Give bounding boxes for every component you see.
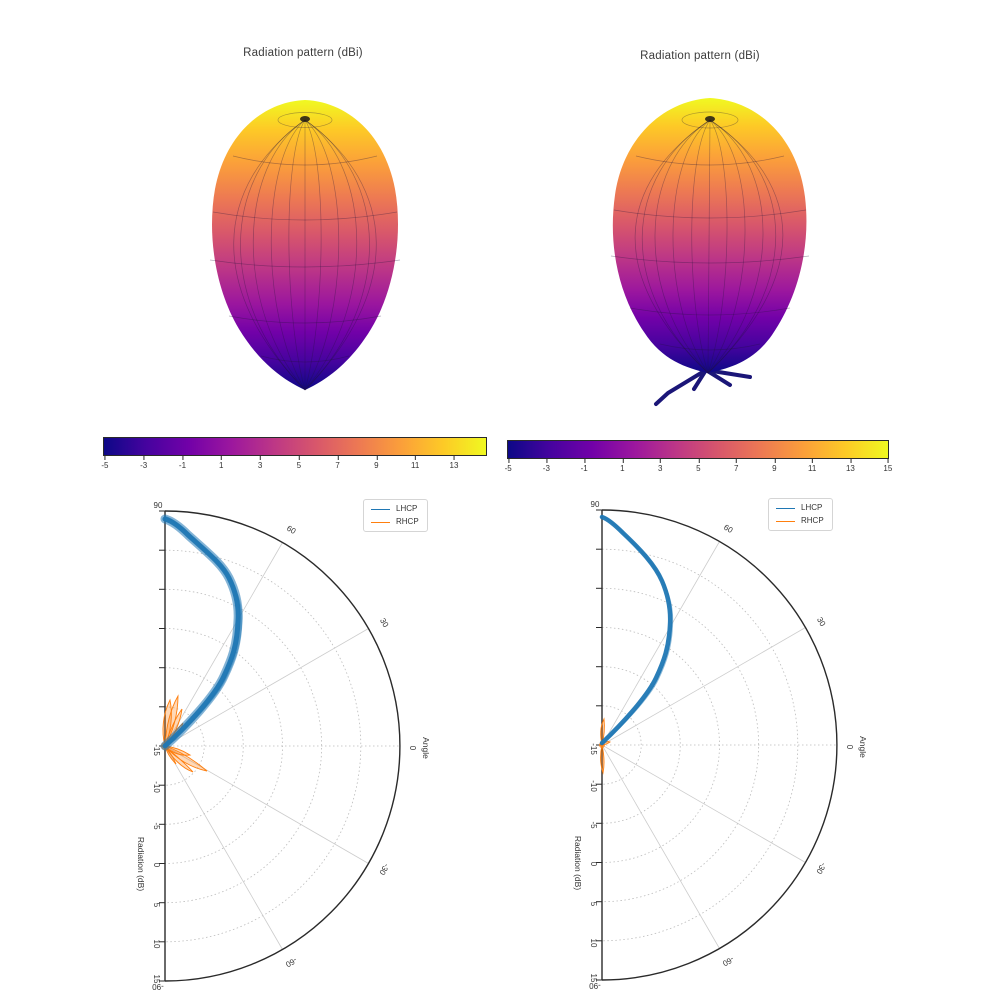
svg-text:90: 90 — [154, 501, 163, 510]
lhcp-line-sample — [371, 508, 390, 510]
colorbar-tick-label: 13 — [845, 459, 855, 473]
svg-text:30: 30 — [815, 616, 828, 629]
svg-text:0: 0 — [152, 863, 161, 868]
balloon-top-pole-dot — [300, 116, 310, 122]
balloon-mesh — [209, 112, 401, 391]
svg-text:0: 0 — [845, 745, 854, 750]
rhcp-lobes — [599, 717, 612, 775]
colorbar-tick-label: -5 — [504, 459, 512, 473]
colorbar-ticks: -5 -3 -1 1 3 5 7 9 11 13 15 — [505, 440, 892, 473]
legend-left: LHCP RHCP — [363, 499, 428, 532]
svg-text:-15: -15 — [152, 744, 161, 756]
colorbar-tick-label: 9 — [374, 456, 379, 470]
svg-text:90: 90 — [591, 500, 600, 509]
colorbar-tick-label: -3 — [140, 456, 148, 470]
polar-plot-left: 90 60 30 0 -30 -60 -90 -15 -10 -5 0 5 10… — [136, 501, 431, 991]
colorbar-tick-label: 3 — [657, 459, 663, 473]
legend-entry-lhcp: LHCP — [776, 504, 824, 512]
colorbar-tick-label: 11 — [808, 459, 817, 473]
svg-text:-5: -5 — [152, 822, 161, 830]
colorbar-ticks: -5 -3 -1 1 3 5 7 9 11 13 — [101, 437, 487, 470]
svg-text:10: 10 — [152, 940, 161, 949]
svg-text:-5: -5 — [589, 821, 598, 829]
svg-text:-60: -60 — [721, 954, 736, 968]
polar-xlabel: Angle — [858, 736, 868, 758]
lhcp-curve — [599, 514, 674, 746]
colorbar-tick-label: 9 — [772, 459, 777, 473]
balloon-top-pole-dot — [705, 116, 715, 122]
balloon-mesh — [610, 111, 810, 374]
balloon-surface — [612, 98, 807, 373]
polar-axis-ticks — [159, 510, 165, 982]
svg-text:5: 5 — [589, 902, 598, 907]
colorbar-tick-label: 1 — [219, 456, 224, 470]
svg-text:10: 10 — [589, 939, 598, 948]
svg-text:-90: -90 — [589, 981, 601, 990]
radiation-balloon-3d-right — [610, 98, 810, 406]
svg-text:60: 60 — [722, 523, 735, 536]
radiation-balloon-3d-left — [209, 100, 401, 391]
rhcp-line-sample — [776, 520, 795, 522]
polar-axis-ticks — [596, 509, 602, 981]
polar-plot-right: 90 60 30 0 -30 -60 -90 -15 -10 -5 0 5 10… — [573, 500, 868, 990]
svg-text:30: 30 — [378, 617, 391, 630]
svg-text:5: 5 — [152, 903, 161, 908]
legend-label: LHCP — [396, 504, 418, 513]
colorbar-tick-label: 5 — [296, 456, 302, 470]
colorbar-tick-label: 13 — [449, 456, 459, 470]
svg-text:-15: -15 — [589, 743, 598, 755]
polar-radial-labels: -15 -10 -5 0 5 10 15 — [152, 744, 161, 984]
colorbar-tick-label: 3 — [257, 456, 263, 470]
polar-outline-arc — [164, 510, 401, 982]
lhcp-line-sample — [776, 507, 795, 509]
colorbar-tick-label: 15 — [883, 459, 893, 473]
colorbar-tick-label: -5 — [101, 456, 109, 470]
polar-grid-spokes — [601, 541, 837, 949]
legend-entry-rhcp: RHCP — [371, 518, 419, 526]
panel-title-3d-left: Radiation pattern (dBi) — [243, 47, 363, 59]
colorbar-tick-label: 7 — [335, 456, 340, 470]
legend-entry-lhcp: LHCP — [371, 505, 419, 513]
colorbar-tick-label: -1 — [580, 459, 588, 473]
legend-label: RHCP — [801, 516, 824, 525]
polar-ylabel: Radiation (dB) — [136, 837, 146, 892]
polar-xlabel: Angle — [421, 737, 431, 759]
svg-text:-30: -30 — [377, 862, 391, 877]
colorbar-tick-label: 7 — [733, 459, 739, 473]
colorbar-tick-label: 1 — [620, 459, 625, 473]
svg-text:-10: -10 — [152, 781, 161, 793]
legend-label: LHCP — [801, 503, 823, 512]
colorbar-tick-label: 11 — [411, 456, 420, 470]
lhcp-curve — [160, 514, 243, 751]
svg-text:-10: -10 — [589, 780, 598, 792]
polar-grid-spokes — [164, 542, 400, 950]
balloon-surface — [212, 100, 398, 390]
legend-label: RHCP — [396, 517, 419, 526]
colorbar-tick-label: 5 — [696, 459, 701, 473]
svg-text:15: 15 — [589, 974, 598, 983]
legend-entry-rhcp: RHCP — [776, 517, 824, 525]
legend-right: LHCP RHCP — [768, 498, 833, 531]
panel-title-3d-right: Radiation pattern (dBi) — [640, 50, 760, 62]
svg-text:0: 0 — [408, 746, 417, 751]
colorbar-tick-label: -3 — [542, 459, 550, 473]
svg-text:15: 15 — [152, 975, 161, 984]
balloon-knot-spikes — [654, 368, 752, 406]
svg-text:0: 0 — [589, 862, 598, 867]
colorbar-gradient — [507, 440, 889, 459]
rhcp-line-sample — [371, 521, 390, 523]
svg-text:-90: -90 — [152, 982, 164, 991]
svg-text:-30: -30 — [814, 861, 828, 876]
colorbar-gradient — [103, 437, 487, 456]
svg-text:-60: -60 — [284, 955, 299, 969]
polar-ylabel: Radiation (dB) — [573, 836, 583, 891]
polar-outline-arc — [601, 509, 838, 981]
colorbar-tick-label: -1 — [178, 456, 187, 470]
svg-text:60: 60 — [285, 524, 298, 537]
polar-radial-labels: -15 -10 -5 0 5 10 15 — [589, 743, 598, 983]
